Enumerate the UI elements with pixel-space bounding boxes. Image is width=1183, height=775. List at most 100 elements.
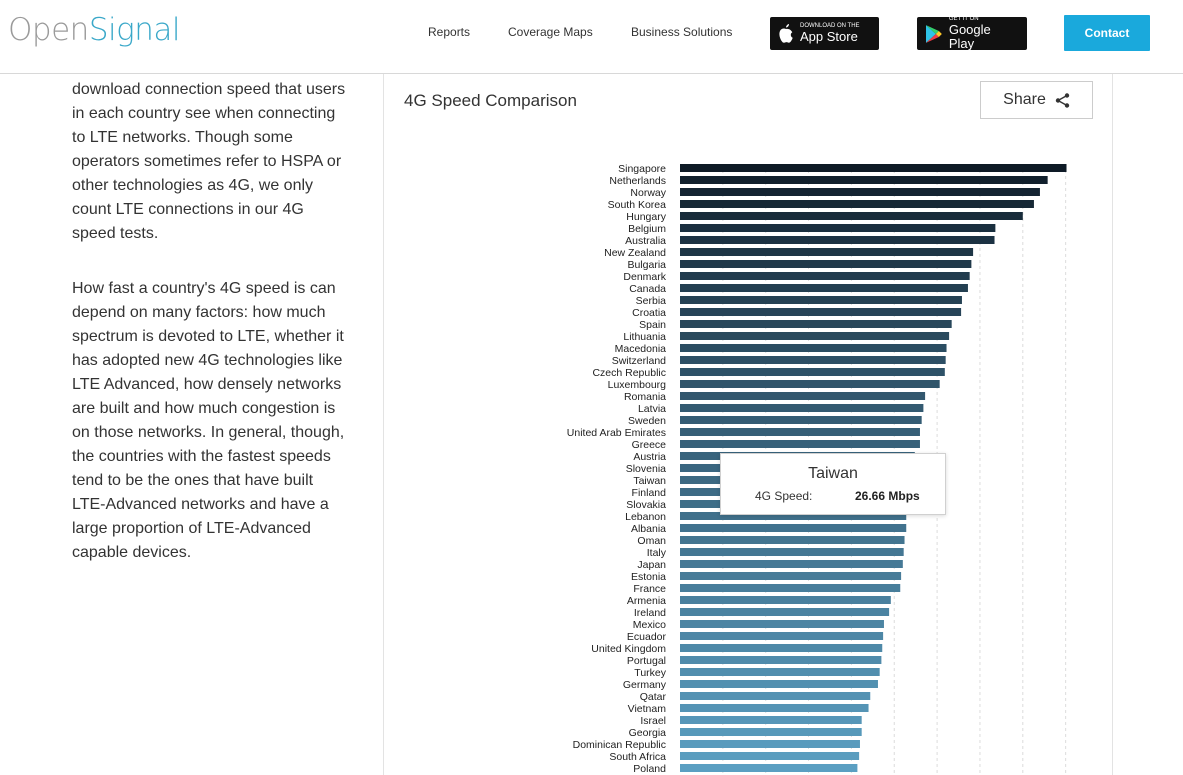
bar-czech-republic[interactable]: [680, 368, 945, 376]
tooltip-label: 4G Speed:: [755, 489, 813, 503]
country-label: Dominican Republic: [573, 739, 666, 751]
bar-denmark[interactable]: [680, 272, 970, 280]
chart-title: 4G Speed Comparison: [404, 91, 577, 110]
bar-albania[interactable]: [680, 524, 907, 532]
country-label: Turkey: [634, 667, 666, 679]
country-label: Serbia: [636, 295, 667, 307]
apple-icon: [779, 24, 793, 43]
country-label: Luxembourg: [608, 379, 667, 391]
country-label: Sweden: [628, 415, 666, 427]
country-label: Israel: [640, 715, 666, 727]
bar-armenia[interactable]: [680, 596, 891, 604]
bar-italy[interactable]: [680, 548, 904, 556]
country-label: United Kingdom: [591, 643, 666, 655]
country-label: Ecuador: [627, 631, 667, 643]
country-label: Lebanon: [625, 511, 666, 523]
bar-qatar[interactable]: [680, 692, 871, 700]
bar-estonia[interactable]: [680, 572, 902, 580]
bar-bulgaria[interactable]: [680, 260, 972, 268]
app-store-small-text: Download on the: [800, 23, 860, 29]
country-label: Belgium: [628, 223, 666, 235]
country-label: Denmark: [623, 271, 666, 283]
logo-part-open: Open: [8, 12, 89, 48]
country-label: France: [633, 583, 666, 595]
country-label: Australia: [625, 235, 666, 247]
bar-ecuador[interactable]: [680, 632, 884, 640]
country-label: Netherlands: [609, 175, 666, 187]
bar-new-zealand[interactable]: [680, 248, 974, 256]
app-store-big-text: App Store: [800, 29, 858, 44]
bar-lebanon[interactable]: [680, 512, 907, 520]
bar-norway[interactable]: [680, 188, 1040, 196]
bar-latvia[interactable]: [680, 404, 924, 412]
bar-mexico[interactable]: [680, 620, 884, 628]
app-store-button[interactable]: Download on the App Store: [770, 17, 879, 50]
country-label: Canada: [629, 283, 666, 295]
tooltip-value: 26.66 Mbps: [855, 489, 920, 503]
bar-dominican-republic[interactable]: [680, 740, 860, 748]
bar-ireland[interactable]: [680, 608, 890, 616]
bar-switzerland[interactable]: [680, 356, 946, 364]
share-button[interactable]: Share: [980, 81, 1093, 119]
bar-france[interactable]: [680, 584, 901, 592]
country-label: Ireland: [634, 607, 666, 619]
bar-luxembourg[interactable]: [680, 380, 940, 388]
google-play-button[interactable]: GET IT ON Google Play: [917, 16, 1027, 51]
bar-hungary[interactable]: [680, 212, 1023, 220]
bar-germany[interactable]: [680, 680, 878, 688]
bar-croatia[interactable]: [680, 308, 962, 316]
country-label: Portugal: [627, 655, 666, 667]
bar-lithuania[interactable]: [680, 332, 950, 340]
chart-tooltip: Taiwan 4G Speed: 26.66 Mbps: [720, 453, 946, 515]
nav-reports[interactable]: Reports: [428, 25, 471, 39]
bar-united-kingdom[interactable]: [680, 644, 883, 652]
country-label: Czech Republic: [592, 367, 666, 379]
bar-canada[interactable]: [680, 284, 968, 292]
country-label: Italy: [647, 547, 667, 559]
article-paragraph-1: download connection speed that users in …: [72, 81, 346, 242]
bar-japan[interactable]: [680, 560, 903, 568]
country-label: South Africa: [609, 751, 666, 763]
bar-singapore[interactable]: [680, 164, 1067, 172]
tooltip-title: Taiwan: [808, 465, 858, 482]
chart-panel: 4G Speed Comparison Share Singapore Nethe…: [383, 74, 1113, 775]
bar-turkey[interactable]: [680, 668, 880, 676]
google-play-big-text: Google Play: [948, 22, 991, 51]
article-text: download connection speed that users in …: [72, 78, 347, 596]
bar-israel[interactable]: [680, 716, 862, 724]
bar-georgia[interactable]: [680, 728, 862, 736]
bar-australia[interactable]: [680, 236, 995, 244]
bar-oman[interactable]: [680, 536, 905, 544]
contact-button[interactable]: Contact: [1064, 15, 1150, 51]
bar-united-arab-emirates[interactable]: [680, 428, 920, 436]
bar-macedonia[interactable]: [680, 344, 947, 352]
nav-coverage-maps[interactable]: Coverage Maps: [508, 25, 593, 39]
bar-serbia[interactable]: [680, 296, 962, 304]
bar-sweden[interactable]: [680, 416, 922, 424]
country-label: Japan: [637, 559, 666, 571]
country-label: Greece: [632, 439, 667, 451]
bar-greece[interactable]: [680, 440, 920, 448]
bar-poland[interactable]: [680, 764, 858, 772]
bar-netherlands[interactable]: [680, 176, 1048, 184]
country-label: Poland: [633, 763, 666, 775]
logo-part-signal: Signal: [88, 12, 181, 48]
bar-spain[interactable]: [680, 320, 952, 328]
country-label: Latvia: [638, 403, 666, 415]
bar-south-africa[interactable]: [680, 752, 860, 760]
opensignal-logo[interactable]: OpenSignal: [8, 12, 180, 48]
nav-business-solutions[interactable]: Business Solutions: [631, 25, 733, 39]
country-label: Estonia: [631, 571, 666, 583]
bar-vietnam[interactable]: [680, 704, 869, 712]
country-label: Oman: [637, 535, 666, 547]
article-paragraph-2: How fast a country's 4G speed is can dep…: [72, 280, 345, 561]
country-label: Austria: [633, 451, 666, 463]
country-label: United Arab Emirates: [567, 427, 666, 439]
bar-portugal[interactable]: [680, 656, 882, 664]
bar-romania[interactable]: [680, 392, 926, 400]
country-label: Taiwan: [633, 475, 666, 487]
bar-belgium[interactable]: [680, 224, 996, 232]
bar-south-korea[interactable]: [680, 200, 1034, 208]
country-label: Bulgaria: [627, 259, 666, 271]
country-label: Slovakia: [626, 499, 666, 511]
